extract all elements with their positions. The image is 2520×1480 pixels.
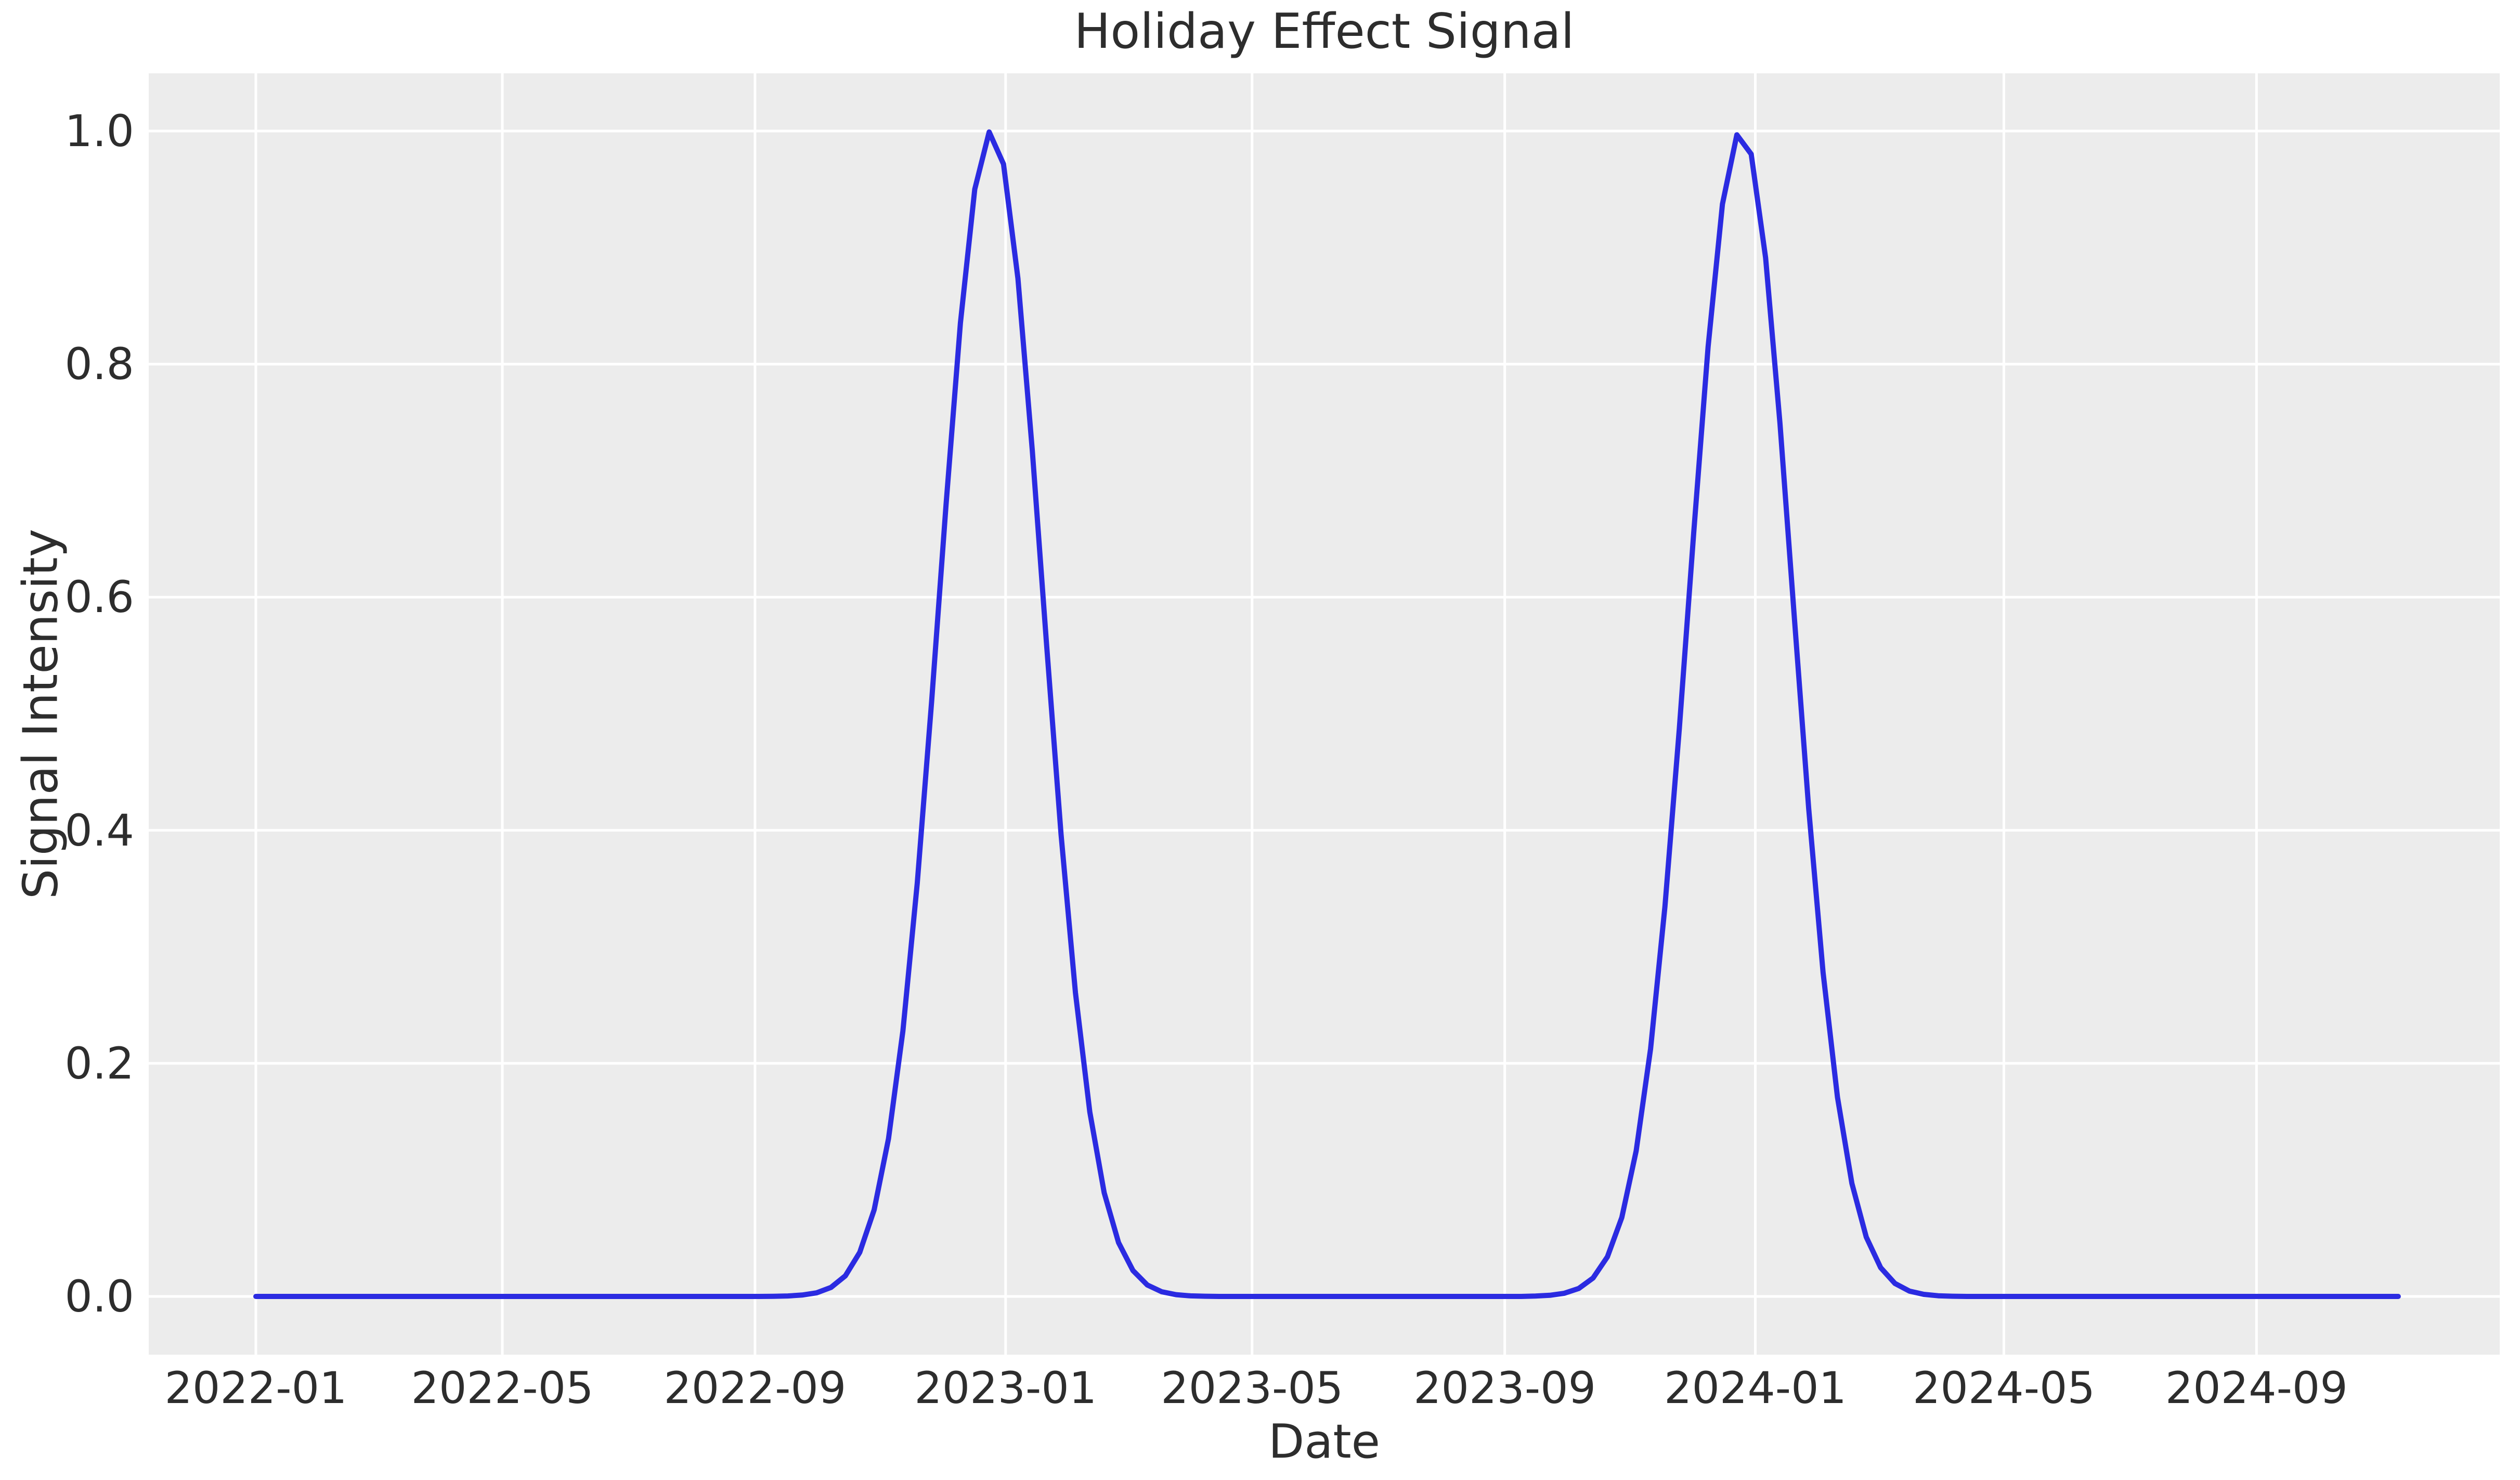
x-tick-label: 2022-05 [411, 1362, 594, 1413]
chart-title: Holiday Effect Signal [1074, 3, 1575, 59]
y-axis-label: Signal Intensity [12, 528, 69, 900]
x-tick-label: 2024-09 [2165, 1362, 2348, 1413]
x-tick-label: 2023-05 [1161, 1362, 1344, 1413]
x-tick-label: 2023-01 [914, 1362, 1097, 1413]
y-tick-label: 0.0 [64, 1271, 134, 1322]
x-tick-label: 2022-09 [664, 1362, 847, 1413]
x-tick-label: 2023-09 [1413, 1362, 1596, 1413]
plot-area [149, 73, 2500, 1355]
y-tick-label: 0.6 [64, 572, 134, 623]
x-tick-label: 2024-05 [1912, 1362, 2095, 1413]
x-tick-label: 2022-01 [164, 1362, 347, 1413]
x-axis-label: Date [1268, 1414, 1381, 1469]
x-tick-label: 2024-01 [1664, 1362, 1847, 1413]
y-tick-label: 0.8 [64, 339, 134, 390]
holiday-signal-line-chart [149, 73, 2500, 1355]
y-tick-label: 0.4 [64, 804, 134, 856]
y-tick-label: 0.2 [64, 1037, 134, 1089]
holiday-signal-series-line [253, 129, 2401, 1299]
y-tick-label: 1.0 [64, 106, 134, 157]
